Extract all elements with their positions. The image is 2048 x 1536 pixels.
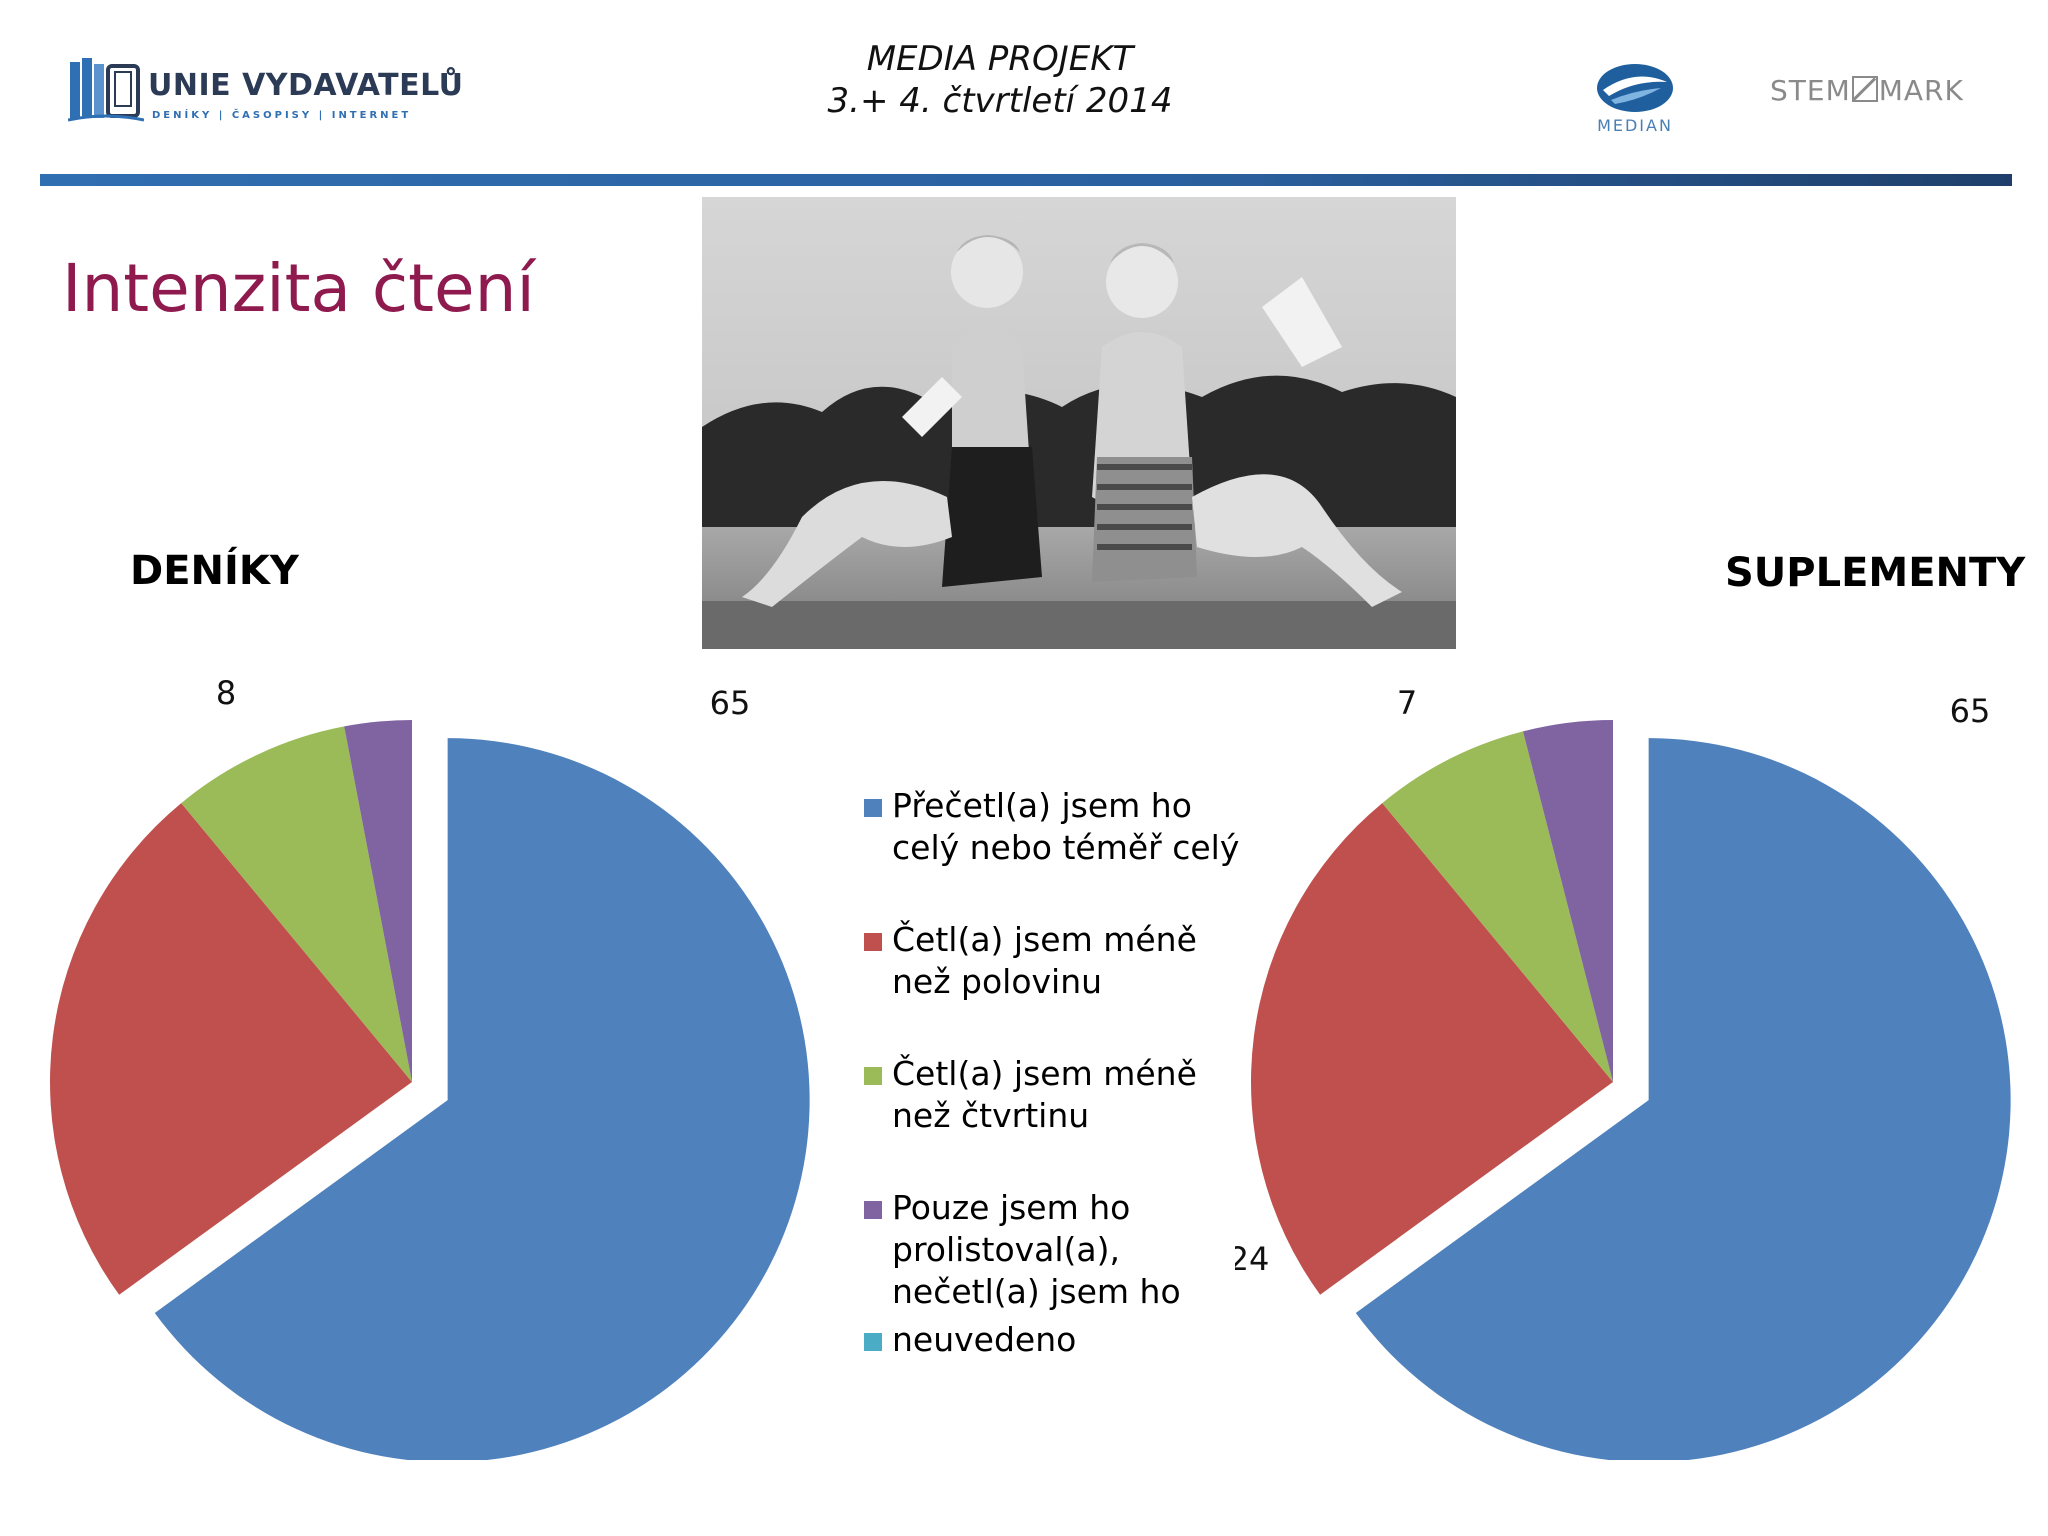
book-tablet-icon — [68, 58, 144, 122]
pie-slice — [154, 738, 810, 1460]
stem-logo-left: STEM — [1770, 74, 1851, 107]
legend-label: než čtvrtinu — [892, 1096, 1090, 1135]
stem-mark-slash-icon — [1851, 76, 1878, 102]
pie-slice — [1382, 731, 1613, 1082]
legend-swatch — [864, 1067, 882, 1085]
pie-chart-deniky: 6524830 — [50, 680, 810, 1460]
median-logo-text: MEDIAN — [1597, 116, 1673, 135]
data-label: 65 — [710, 684, 751, 722]
legend-swatch — [864, 799, 882, 817]
pie-slice — [181, 726, 412, 1082]
stem-mark-logo: STEM MARK — [1770, 74, 1964, 107]
pie-slice — [1522, 720, 1613, 1082]
legend-swatch — [864, 1201, 882, 1219]
page-title: Intenzita čtení — [62, 250, 535, 327]
legend-label: Pouze jsem ho — [892, 1188, 1131, 1227]
median-emblem-icon — [1597, 64, 1673, 112]
pie-slice — [344, 720, 412, 1082]
legend-swatch — [864, 933, 882, 951]
legend-label: Četl(a) jsem méně — [892, 1054, 1197, 1093]
chart-legend: Přečetl(a) jsem ho celý nebo téměř celý … — [860, 785, 1280, 1411]
unie-logo-tagline: DENÍKY | ČASOPISY | INTERNET — [152, 110, 412, 121]
header-title-line1: MEDIA PROJEKT — [866, 39, 1134, 79]
unie-vydavatelu-logo: UNIE VYDAVATELŮ DENÍKY | ČASOPISY | INTE… — [68, 56, 463, 146]
legend-item: neuvedeno — [860, 1319, 1280, 1361]
pie-chart-suplementy: 6524740 — [1235, 684, 2011, 1460]
pie-slice — [1355, 738, 2011, 1460]
legend-item: Četl(a) jsem méně než polovinu — [860, 919, 1280, 1003]
data-label: 24 — [1235, 1240, 1269, 1278]
legend-label: než polovinu — [892, 962, 1103, 1001]
legend-label: Přečetl(a) jsem ho — [892, 786, 1192, 825]
legend-swatch — [864, 1333, 882, 1351]
stem-logo-right: MARK — [1878, 74, 1964, 107]
chart-title-deniky: DENÍKY — [130, 548, 299, 594]
unie-logo-name: UNIE VYDAVATELŮ — [148, 68, 464, 103]
legend-item: Přečetl(a) jsem ho celý nebo téměř celý — [860, 785, 1280, 869]
pie-slice — [50, 803, 412, 1295]
legend-item: Pouze jsem ho prolistoval(a), nečetl(a) … — [860, 1187, 1280, 1313]
data-label: 65 — [1950, 692, 1991, 730]
header-divider — [40, 174, 2012, 186]
reading-women-photo — [702, 197, 1456, 649]
legend-label: prolistoval(a), — [892, 1230, 1121, 1269]
legend-item: Četl(a) jsem méně než čtvrtinu — [860, 1053, 1280, 1137]
legend-label: Četl(a) jsem méně — [892, 920, 1197, 959]
header-title-line2: 3.+ 4. čtvrtletí 2014 — [827, 81, 1173, 121]
pie-slice — [1251, 803, 1613, 1295]
chart-title-suplementy: SUPLEMENTY — [1725, 550, 2026, 596]
data-label: 7 — [1397, 684, 1417, 722]
data-label: 8 — [216, 680, 236, 712]
legend-label: neuvedeno — [892, 1320, 1077, 1359]
header-title: MEDIA PROJEKT 3.+ 4. čtvrtletí 2014 — [700, 38, 1300, 122]
legend-label: nečetl(a) jsem ho — [892, 1272, 1181, 1311]
legend-label: celý nebo téměř celý — [892, 828, 1240, 867]
median-logo: MEDIAN — [1585, 60, 1685, 140]
